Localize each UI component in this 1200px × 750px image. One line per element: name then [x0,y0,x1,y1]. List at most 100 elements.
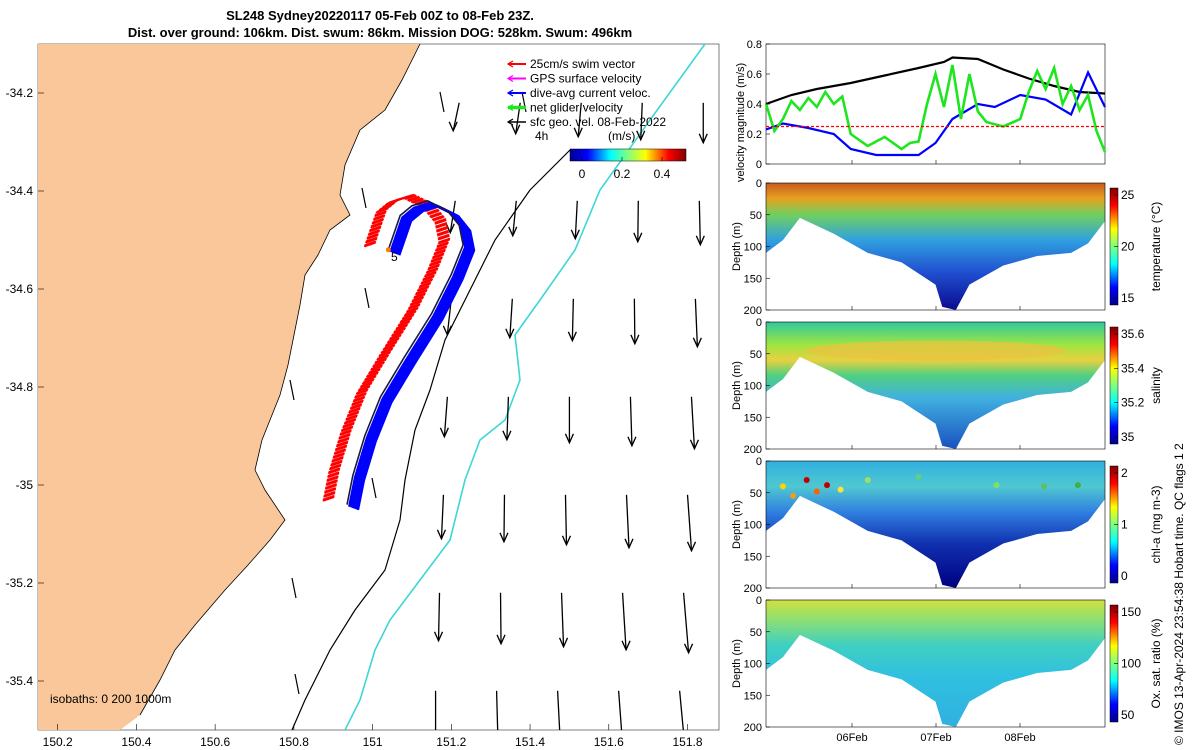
footer-note: © IMOS 13-Apr-2024 23:54:38 Hobart time.… [1172,443,1186,745]
velocity-ylabel: velocity magnitude (m/s) [735,62,747,182]
depth-tick-label: 200 [744,444,762,456]
geo-velocity-arrow [564,494,568,545]
salinity-max-band [805,340,1066,361]
chl-hotspot [813,488,820,495]
geo-velocity-arrow [629,396,633,446]
depth-tick-label: 150 [744,551,762,563]
map-xtick-label: 150.8 [279,735,309,749]
geo-velocity-arrow [495,690,499,730]
depth-tick-label: 150 [744,412,762,424]
legend-arrowhead [506,60,514,68]
geo-velocity-arrow [625,494,630,548]
colorbar-label: temperature (°C) [1149,202,1163,292]
legend-arrowhead [506,89,514,97]
velocity-ytick-label: 0.6 [747,69,762,81]
geo-velocity-arrow [637,200,639,242]
chl-hotspot [790,492,797,499]
depth-axis-label: Depth (m) [731,222,743,271]
depth-tick-label: 0 [756,595,762,607]
map-xtick-label: 150.4 [121,735,151,749]
map-ytick-label: -34.8 [6,380,34,394]
colorbar-interval: 4h [535,129,548,143]
map-xtick-label: 151.8 [672,735,702,749]
legend-label: dive-avg current veloc. [530,86,651,100]
geo-velocity-arrow [571,298,575,341]
depth-tick-label: 50 [750,349,762,361]
depth-tick-label: 0 [756,178,762,190]
geo-velocity-arrowhead [686,541,697,553]
map-vectors [289,91,708,749]
chl-hotspot [779,483,786,490]
swim-vector-band [322,196,441,502]
map-ytick-label: -35.4 [6,674,34,688]
geo-velocity-arrowhead [695,235,705,247]
chl-hotspot [1074,482,1081,489]
geo-velocity-arrow [640,102,643,140]
map-xtick-label: 151.6 [594,735,624,749]
geo-velocity-arrow [437,592,441,641]
geo-velocity-arrowhead [689,439,700,451]
geo-velocity-arrow [686,494,693,551]
geo-velocity-arrowhead [621,640,631,652]
geo-velocity-arrowhead [567,331,577,343]
geo-velocity-arrowhead [692,337,702,349]
geo-velocity-arrow [452,102,460,131]
colorbar-label: salinity [1149,367,1163,404]
glider-track [322,193,476,511]
map-axes: 150.2 150.4 150.6 150.8 151 151.2 151.4 151.6 15… [6,86,703,749]
chl-hotspot [1040,483,1047,490]
time-tick-label: 06Feb [836,732,867,744]
depth-tick-label: 0 [756,456,762,468]
velocity-ytick-label: 0.2 [747,129,762,141]
geo-velocity-arrow [289,379,295,401]
depth-tick-label: 50 [750,210,762,222]
chart-subtitle: Dist. over ground: 106km. Dist. swum: 86… [127,25,633,40]
velocity-ytick-label: 0 [756,159,762,171]
depth-axis-label: Depth (m) [731,361,743,410]
colorbar-tick-label: 100 [1121,657,1141,671]
colorbar-tick-label: 20 [1121,240,1135,254]
section-panel-temp: 0 50 100 150 200 Depth (m) 25 20 15 temperature (… [731,178,1163,317]
geo-velocity-arrowhead [636,130,646,142]
geo-velocity-arrow [509,298,513,338]
geo-velocity-arrowhead [698,133,708,145]
depth-axis-label: Depth (m) [731,500,743,549]
geo-velocity-arrow [364,287,370,309]
geo-velocity-arrow [678,690,684,730]
map-xtick-label: 150.2 [43,735,73,749]
colorbar-tick-label: 35.4 [1121,361,1145,375]
time-tick-label: 07Feb [920,732,951,744]
depth-tick-label: 50 [750,488,762,500]
geo-velocity-arrowhead [633,232,643,244]
geo-velocity-arrow [503,494,506,542]
geo-velocity-arrowhead [433,631,444,643]
map-ytick-label: -35 [16,478,34,492]
colorbar-tick-label: 35.6 [1121,327,1145,341]
colorbar-tick-label: 2 [1121,466,1128,480]
velocity-ytick-label: 0.8 [747,39,762,51]
colorbar-tick-label: 50 [1121,708,1135,722]
geo-velocity-arrowhead [502,430,512,442]
map-xtick-label: 151.4 [515,735,545,749]
depth-axis-label: Depth (m) [731,639,743,688]
geo-velocity-arrow [499,592,502,644]
section-field [766,600,1105,727]
legend-arrowhead [506,103,514,112]
depth-tick-label: 150 [744,690,762,702]
map-xtick-label: 150.6 [200,735,230,749]
geo-velocity-arrow [633,298,636,344]
geo-velocity-arrowhead [496,634,506,646]
legend-label: net glider velocity [530,101,623,115]
section-field [766,461,1105,588]
geo-velocity-arrowhead [573,127,583,139]
depth-tick-label: 0 [756,317,762,329]
geo-velocity-arrow [560,592,565,647]
isobaths-label: isobaths: 0 200 1000m [50,692,171,706]
depth-tick-label: 150 [744,273,762,285]
geo-velocity-arrowhead [557,740,565,749]
geo-velocity-arrow [694,298,699,347]
depth-tick-label: 50 [750,627,762,639]
geo-velocity-arrowhead [630,334,640,346]
chl-hotspot [864,477,871,484]
geo-velocity-arrowhead [505,328,515,340]
